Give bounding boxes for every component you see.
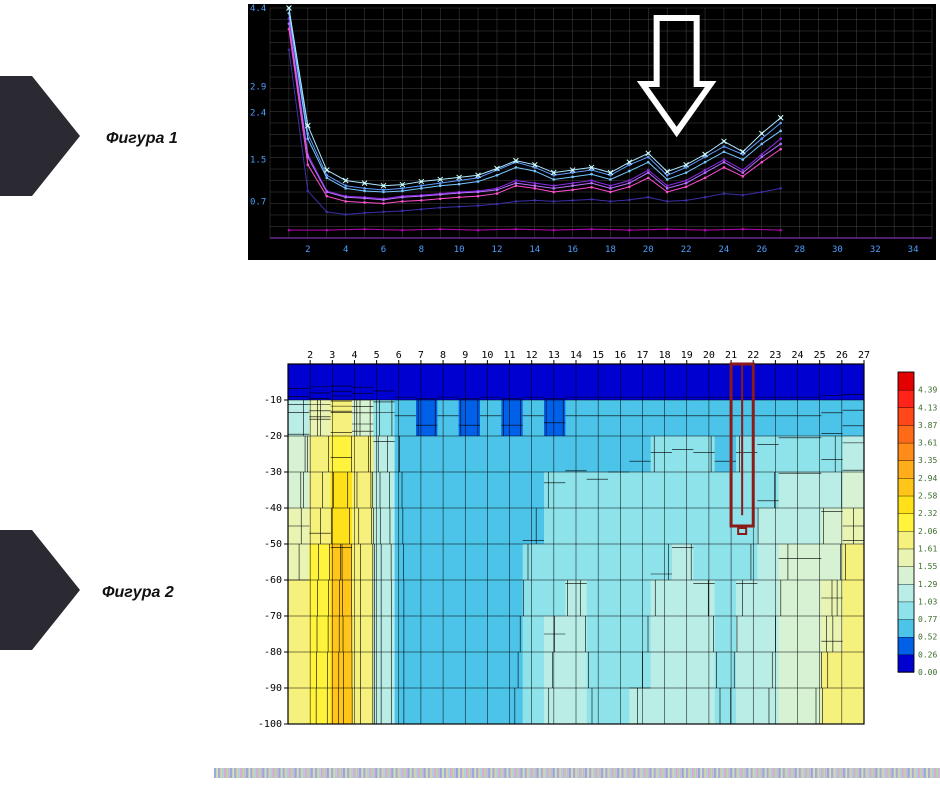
svg-text:23: 23 xyxy=(769,350,781,361)
figure-1-label: Фигура 1 xyxy=(106,130,178,148)
svg-text:2.58: 2.58 xyxy=(918,492,937,501)
svg-text:2.94: 2.94 xyxy=(918,474,937,483)
svg-text:1.5: 1.5 xyxy=(250,156,266,166)
svg-text:4.13: 4.13 xyxy=(918,403,937,412)
svg-text:26: 26 xyxy=(836,350,848,361)
svg-text:30: 30 xyxy=(832,245,843,255)
svg-text:-60: -60 xyxy=(264,575,282,586)
svg-text:3: 3 xyxy=(329,350,335,361)
svg-text:2.4: 2.4 xyxy=(250,109,266,119)
svg-text:26: 26 xyxy=(756,245,767,255)
svg-text:2: 2 xyxy=(305,245,310,255)
svg-text:4.39: 4.39 xyxy=(918,386,937,395)
svg-text:18: 18 xyxy=(659,350,671,361)
svg-text:2.32: 2.32 xyxy=(918,509,937,518)
svg-text:8: 8 xyxy=(419,245,424,255)
svg-text:22: 22 xyxy=(681,245,692,255)
svg-text:2.9: 2.9 xyxy=(250,82,266,92)
svg-text:10: 10 xyxy=(481,350,493,361)
line-chart: 2468101214161820222426283032340.71.52.42… xyxy=(248,4,936,260)
figure-2-label: Фигура 2 xyxy=(102,584,174,602)
svg-text:18: 18 xyxy=(605,245,616,255)
svg-text:8: 8 xyxy=(440,350,446,361)
svg-text:21: 21 xyxy=(725,350,737,361)
svg-text:12: 12 xyxy=(526,350,538,361)
svg-text:7: 7 xyxy=(418,350,424,361)
heatmap-chart: 2345678910111213141516171819202122232425… xyxy=(244,342,940,734)
svg-text:3.87: 3.87 xyxy=(918,421,937,430)
svg-text:-80: -80 xyxy=(264,647,282,658)
svg-text:34: 34 xyxy=(908,245,919,255)
svg-text:1.03: 1.03 xyxy=(918,597,937,606)
svg-text:1.55: 1.55 xyxy=(918,562,937,571)
svg-text:5: 5 xyxy=(374,350,380,361)
svg-text:0.26: 0.26 xyxy=(918,650,937,659)
svg-text:14: 14 xyxy=(570,350,582,361)
svg-text:0.77: 0.77 xyxy=(918,615,937,624)
svg-text:-50: -50 xyxy=(264,539,282,550)
svg-text:10: 10 xyxy=(454,245,465,255)
svg-text:15: 15 xyxy=(592,350,604,361)
svg-text:24: 24 xyxy=(792,350,804,361)
svg-text:3.61: 3.61 xyxy=(918,439,937,448)
svg-text:-20: -20 xyxy=(264,431,282,442)
svg-text:3.35: 3.35 xyxy=(918,456,937,465)
svg-text:-40: -40 xyxy=(264,503,282,514)
pentagon-marker-1 xyxy=(0,76,80,196)
svg-text:28: 28 xyxy=(794,245,805,255)
svg-text:25: 25 xyxy=(814,350,826,361)
svg-text:22: 22 xyxy=(747,350,759,361)
svg-text:12: 12 xyxy=(492,245,503,255)
svg-text:27: 27 xyxy=(858,350,870,361)
svg-text:13: 13 xyxy=(548,350,560,361)
heatmap-panel: 2345678910111213141516171819202122232425… xyxy=(244,342,940,734)
svg-text:-90: -90 xyxy=(264,683,282,694)
svg-text:4: 4 xyxy=(343,245,348,255)
svg-text:9: 9 xyxy=(462,350,468,361)
svg-text:6: 6 xyxy=(381,245,386,255)
svg-text:16: 16 xyxy=(567,245,578,255)
svg-text:17: 17 xyxy=(636,350,648,361)
svg-text:19: 19 xyxy=(681,350,693,361)
svg-text:11: 11 xyxy=(504,350,516,361)
svg-text:20: 20 xyxy=(703,350,715,361)
footer-noise-strip xyxy=(214,768,940,778)
svg-text:14: 14 xyxy=(529,245,540,255)
svg-text:0.7: 0.7 xyxy=(250,197,266,207)
svg-text:6: 6 xyxy=(396,350,402,361)
svg-text:2.06: 2.06 xyxy=(918,527,937,536)
svg-text:20: 20 xyxy=(643,245,654,255)
svg-text:4.4: 4.4 xyxy=(250,4,266,14)
svg-text:0.00: 0.00 xyxy=(918,668,937,677)
svg-text:-30: -30 xyxy=(264,467,282,478)
svg-text:2: 2 xyxy=(307,350,313,361)
svg-text:1.61: 1.61 xyxy=(918,544,937,553)
svg-text:16: 16 xyxy=(614,350,626,361)
svg-text:-10: -10 xyxy=(264,395,282,406)
line-chart-panel: 2468101214161820222426283032340.71.52.42… xyxy=(244,0,940,264)
svg-text:32: 32 xyxy=(870,245,881,255)
svg-text:1.29: 1.29 xyxy=(918,580,937,589)
svg-text:-100: -100 xyxy=(258,719,282,730)
svg-text:4: 4 xyxy=(351,350,357,361)
svg-text:24: 24 xyxy=(719,245,730,255)
svg-text:0.52: 0.52 xyxy=(918,633,937,642)
pentagon-marker-2 xyxy=(0,530,80,650)
svg-text:-70: -70 xyxy=(264,611,282,622)
